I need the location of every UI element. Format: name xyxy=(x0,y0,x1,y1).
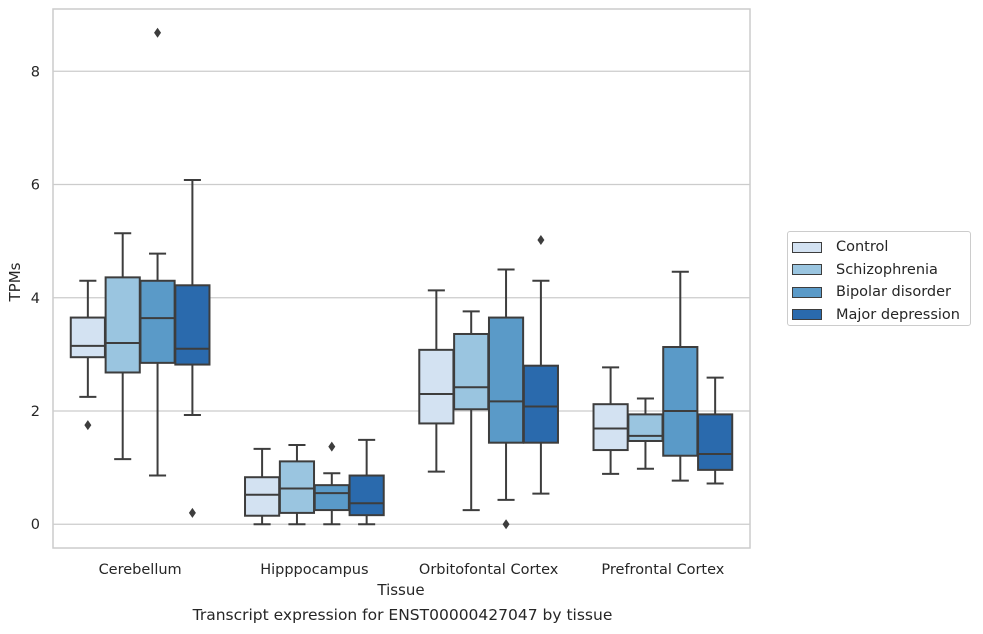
x-tick-label: Prefrontal Cortex xyxy=(601,562,724,578)
box-1-2 xyxy=(313,441,350,526)
legend-swatch xyxy=(792,241,822,253)
box-3-2 xyxy=(662,270,699,482)
legend-label: Control xyxy=(836,239,889,256)
box-2-1 xyxy=(453,310,490,512)
outlier-point xyxy=(502,519,510,530)
box-iqr xyxy=(278,460,316,514)
box-3-1 xyxy=(627,397,664,470)
box-2-0 xyxy=(418,289,455,473)
x-axis-label: Tissue xyxy=(376,581,424,599)
legend-item: Major depression xyxy=(792,304,970,327)
box-iqr xyxy=(627,413,664,442)
box-0-0 xyxy=(69,279,106,431)
legend-item: Control xyxy=(792,236,970,259)
outlier-point xyxy=(188,507,196,518)
y-tick-label: 6 xyxy=(31,178,40,194)
box-2-2 xyxy=(487,268,525,530)
x-axis-ticks: Cerebellum Hipppocampus Orbitofontal Corte… xyxy=(99,562,725,578)
box-iqr xyxy=(487,316,525,444)
box-iqr xyxy=(697,413,734,471)
chart-caption: Transcript expression for ENST0000042704… xyxy=(192,606,613,624)
legend-label: Major depression xyxy=(836,306,960,323)
box-iqr xyxy=(313,484,350,512)
legend-swatch xyxy=(792,309,822,321)
outlier-point xyxy=(328,441,336,452)
box-iqr xyxy=(244,476,281,517)
legend-item: Bipolar disorder xyxy=(792,281,970,304)
outlier-point xyxy=(154,27,162,38)
y-tick-label: 4 xyxy=(31,291,40,307)
legend-label: Bipolar disorder xyxy=(836,284,951,301)
box-0-2 xyxy=(139,27,176,477)
box-iqr xyxy=(348,474,385,517)
box-3-0 xyxy=(592,366,629,475)
box-iqr xyxy=(522,364,559,444)
box-2-3 xyxy=(522,235,559,495)
box-1-1 xyxy=(278,443,316,526)
outlier-point xyxy=(537,235,545,245)
legend-swatch xyxy=(792,286,822,298)
y-axis-ticks: 0 2 4 6 8 xyxy=(31,64,40,533)
x-tick-label: Hipppocampus xyxy=(260,562,368,578)
y-tick-label: 2 xyxy=(31,404,40,420)
box-0-3 xyxy=(174,178,211,518)
box-iqr xyxy=(139,279,176,364)
box-1-3 xyxy=(348,438,385,526)
legend-swatch xyxy=(792,264,822,276)
y-tick-label: 0 xyxy=(31,517,40,533)
y-axis-label: TPMs xyxy=(6,262,24,302)
box-series xyxy=(69,27,734,530)
legend: Control Schizophrenia Bipolar disorder Majo… xyxy=(787,231,971,326)
box-iqr xyxy=(104,276,141,374)
box-iqr xyxy=(592,403,629,452)
y-tick-label: 8 xyxy=(31,64,40,80)
legend-item: Schizophrenia xyxy=(792,259,970,282)
outlier-point xyxy=(84,420,92,431)
box-3-3 xyxy=(697,376,734,485)
box-iqr xyxy=(69,316,106,359)
plot-area-frame xyxy=(52,8,751,549)
box-1-0 xyxy=(244,447,281,526)
box-iqr xyxy=(418,348,455,425)
box-iqr xyxy=(453,332,490,411)
box-iqr xyxy=(662,346,699,457)
box-iqr xyxy=(174,284,211,366)
legend-label: Schizophrenia xyxy=(836,261,938,278)
x-tick-label: Orbitofontal Cortex xyxy=(419,562,559,578)
box-0-1 xyxy=(104,232,141,461)
x-tick-label: Cerebellum xyxy=(99,562,182,578)
